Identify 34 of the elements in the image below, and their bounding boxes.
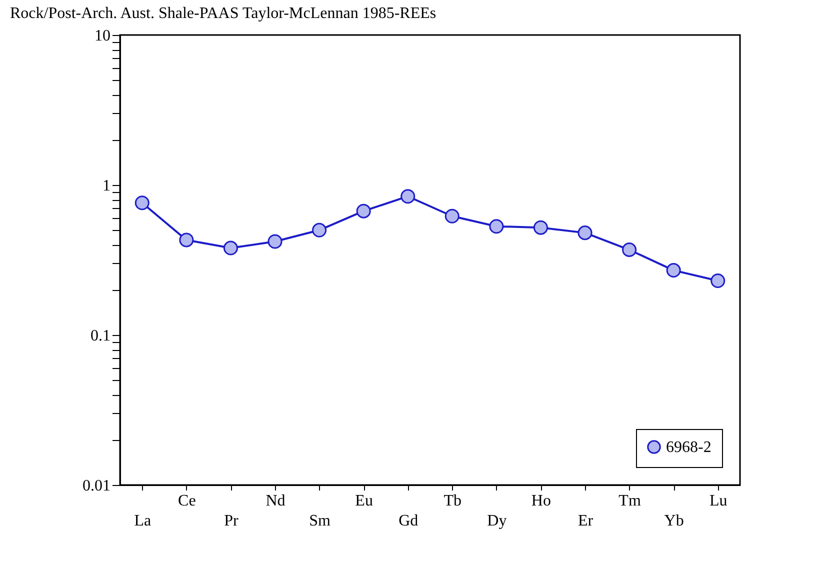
point	[622, 242, 637, 258]
legend-label: 6968-2	[666, 439, 712, 456]
x-tick-label: La	[134, 512, 152, 530]
x-tick-label: Dy	[487, 512, 507, 530]
point	[400, 189, 416, 204]
x-tick-label: Eu	[355, 492, 373, 510]
point	[223, 240, 238, 256]
chart-title: Rock/Post-Arch. Aust. Shale-PAAS Taylor-McLennan 1985-REEs	[10, 5, 436, 22]
x-tick-label: Er	[578, 512, 594, 530]
point	[444, 208, 460, 224]
x-tick-label: Pr	[224, 512, 239, 530]
point	[533, 220, 548, 235]
x-tick-label: Nd	[266, 492, 286, 510]
y-tick-label: 0.01	[82, 478, 110, 494]
point	[489, 219, 504, 234]
x-tick-label: Yb	[664, 512, 684, 530]
y-tick-label: 10	[94, 28, 110, 44]
point	[134, 196, 150, 210]
x-tick-label: Ce	[178, 492, 196, 510]
x-tick-label: Tb	[444, 492, 462, 510]
point	[312, 222, 327, 238]
point	[578, 226, 592, 240]
point	[710, 273, 726, 288]
y-tick-label: 0.1	[90, 328, 110, 344]
point	[666, 263, 681, 278]
point	[179, 232, 194, 248]
x-tick-label: Gd	[398, 512, 418, 530]
point	[268, 234, 282, 249]
point	[356, 204, 371, 218]
y-tick-label: 1	[102, 178, 110, 194]
x-tick-label: Lu	[709, 492, 728, 510]
x-tick-label: Ho	[531, 492, 551, 510]
x-tick-label: Sm	[309, 512, 332, 530]
x-tick-label: Tm	[618, 492, 642, 510]
